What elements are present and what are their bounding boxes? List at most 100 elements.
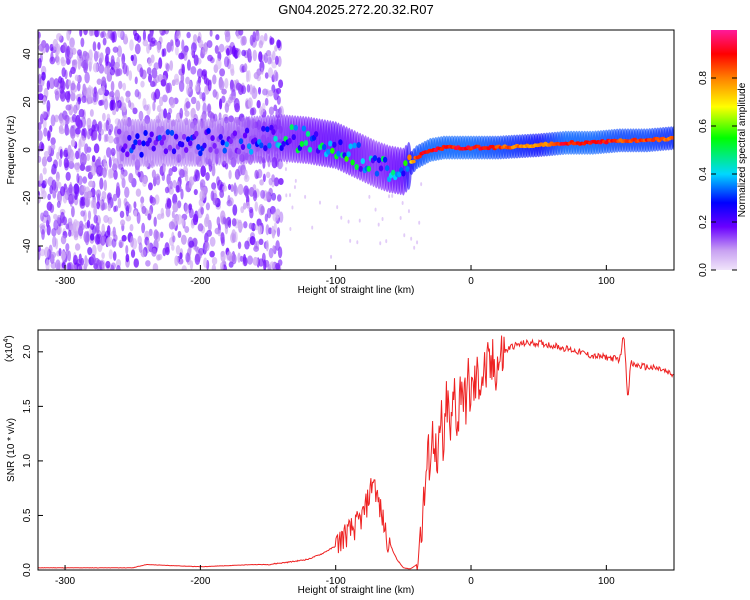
spectrogram-cell — [86, 117, 92, 129]
spectrogram-cell — [41, 228, 45, 241]
spectrogram-cell — [69, 43, 75, 54]
y-tick-label: 0 — [22, 147, 33, 153]
spectrogram-cell — [193, 34, 198, 42]
spectrogram-cell — [50, 143, 56, 151]
spectrogram-cell — [256, 100, 261, 109]
spectrogram-cell — [224, 78, 229, 89]
spectrogram-cell — [105, 32, 110, 40]
spectrogram-cell — [42, 167, 47, 175]
spectrogram-cell — [207, 79, 212, 92]
spectrogram-cell — [76, 82, 81, 92]
spectrogram-cell — [190, 66, 197, 75]
spectrogram-cell — [122, 102, 127, 113]
spectrogram-cell — [169, 97, 176, 109]
spectrogram-cell — [211, 257, 218, 265]
spectrogram-cell — [168, 221, 175, 230]
spectrogram-cell — [322, 144, 327, 151]
spectrogram-cell — [105, 46, 111, 56]
spectrogram-cell — [90, 86, 94, 99]
spectrogram-cell — [177, 230, 182, 238]
spectrogram-cell — [262, 88, 268, 96]
spectrogram-cell — [244, 127, 250, 134]
spectrogram-cell — [168, 168, 173, 177]
spectrogram-cell — [82, 86, 88, 95]
spectrogram-cell — [87, 94, 92, 105]
spectrogram-cell — [80, 154, 87, 163]
spectrogram-cell — [384, 165, 390, 172]
spectrogram-cell — [188, 240, 195, 248]
snr-y-ticks: 0.0 0.5 1.0 1.5 2.0 — [22, 344, 43, 577]
spectrogram-cell — [78, 52, 82, 59]
spectrogram-cell — [193, 54, 199, 66]
spectrogram-cell — [330, 147, 335, 154]
spectrogram-cell — [66, 93, 71, 103]
spectrogram-cell — [56, 32, 62, 41]
spectrogram-cell — [268, 106, 275, 116]
spectrogram-cell — [79, 199, 86, 209]
spectrogram-cell — [48, 244, 53, 254]
spectrogram-cell — [196, 144, 201, 151]
spectrogram-cell — [196, 68, 203, 79]
spectrogram-cell — [140, 80, 145, 88]
spectrogram-cell — [411, 159, 416, 164]
snr-series-line — [38, 335, 674, 570]
spectrogram-cell — [377, 222, 380, 227]
spectrogram-cell — [66, 45, 70, 58]
spectrogram-cell — [237, 51, 241, 58]
spectrogram-cell — [128, 70, 133, 81]
spectrogram-cell — [378, 165, 384, 172]
spectrogram-cell — [303, 140, 309, 147]
spectrogram-cell — [214, 148, 219, 155]
spectrogram-cell — [167, 144, 173, 151]
spectrogram-cell — [265, 239, 269, 252]
spectrogram-cell — [274, 45, 278, 52]
snr-y-label: SNR (10 * v/v) — [6, 418, 17, 482]
snr-multiplier: (x104) — [3, 335, 15, 362]
spectrogram-data — [38, 30, 674, 270]
spectrogram-cell — [53, 219, 59, 231]
spectrogram-cell — [125, 90, 131, 98]
spectrogram-cell — [47, 130, 51, 142]
spectrogram-cell — [90, 253, 96, 265]
spectrogram-cell — [150, 80, 156, 88]
spectrogram-cell — [269, 205, 276, 215]
spectrogram-cell — [171, 166, 178, 173]
spectrogram-cell — [240, 206, 245, 214]
spectrogram-cell — [149, 194, 153, 204]
spectrogram-cell — [65, 117, 70, 125]
spectrogram-cell — [234, 168, 241, 180]
spectrogram-cell — [188, 179, 193, 189]
spectrogram-cell — [212, 89, 217, 98]
spectrogram-cell — [138, 242, 143, 253]
spectrogram-cell — [43, 210, 49, 218]
spectrogram-cell — [141, 176, 148, 188]
spectrogram-cell — [185, 76, 190, 85]
spectrogram-cell — [38, 37, 41, 45]
spectrogram-cell — [71, 90, 76, 102]
spectrogram-cell — [208, 146, 213, 153]
spectrogram-cell — [255, 30, 260, 42]
spectrogram-cell — [49, 185, 54, 195]
spectrogram-cell — [202, 102, 207, 115]
spectrogram-cell — [186, 31, 191, 39]
spectrogram-cell — [267, 142, 272, 149]
spectrogram-cell — [194, 245, 198, 252]
spectrogram-cell — [224, 141, 229, 148]
spectrogram-cell — [379, 241, 382, 246]
spectrogram-cell — [49, 43, 54, 52]
spectrogram-cell — [103, 214, 109, 224]
spectrogram-cell — [79, 135, 86, 147]
snr-background — [38, 330, 674, 570]
spectrogram-cell — [105, 119, 110, 132]
spectrogram-cell — [139, 67, 144, 78]
spectrogram-cell — [184, 203, 189, 215]
spectrogram-cell — [101, 252, 105, 259]
spectrogram-cell — [268, 247, 274, 259]
y-tick-label: 2.0 — [22, 344, 33, 358]
spectrogram-cell — [112, 251, 117, 261]
spectrogram-cell — [58, 128, 65, 135]
colorbar-tick-label: 0.4 — [698, 167, 709, 181]
spectrogram-cell — [417, 154, 422, 159]
spectrogram-cell — [267, 89, 274, 97]
